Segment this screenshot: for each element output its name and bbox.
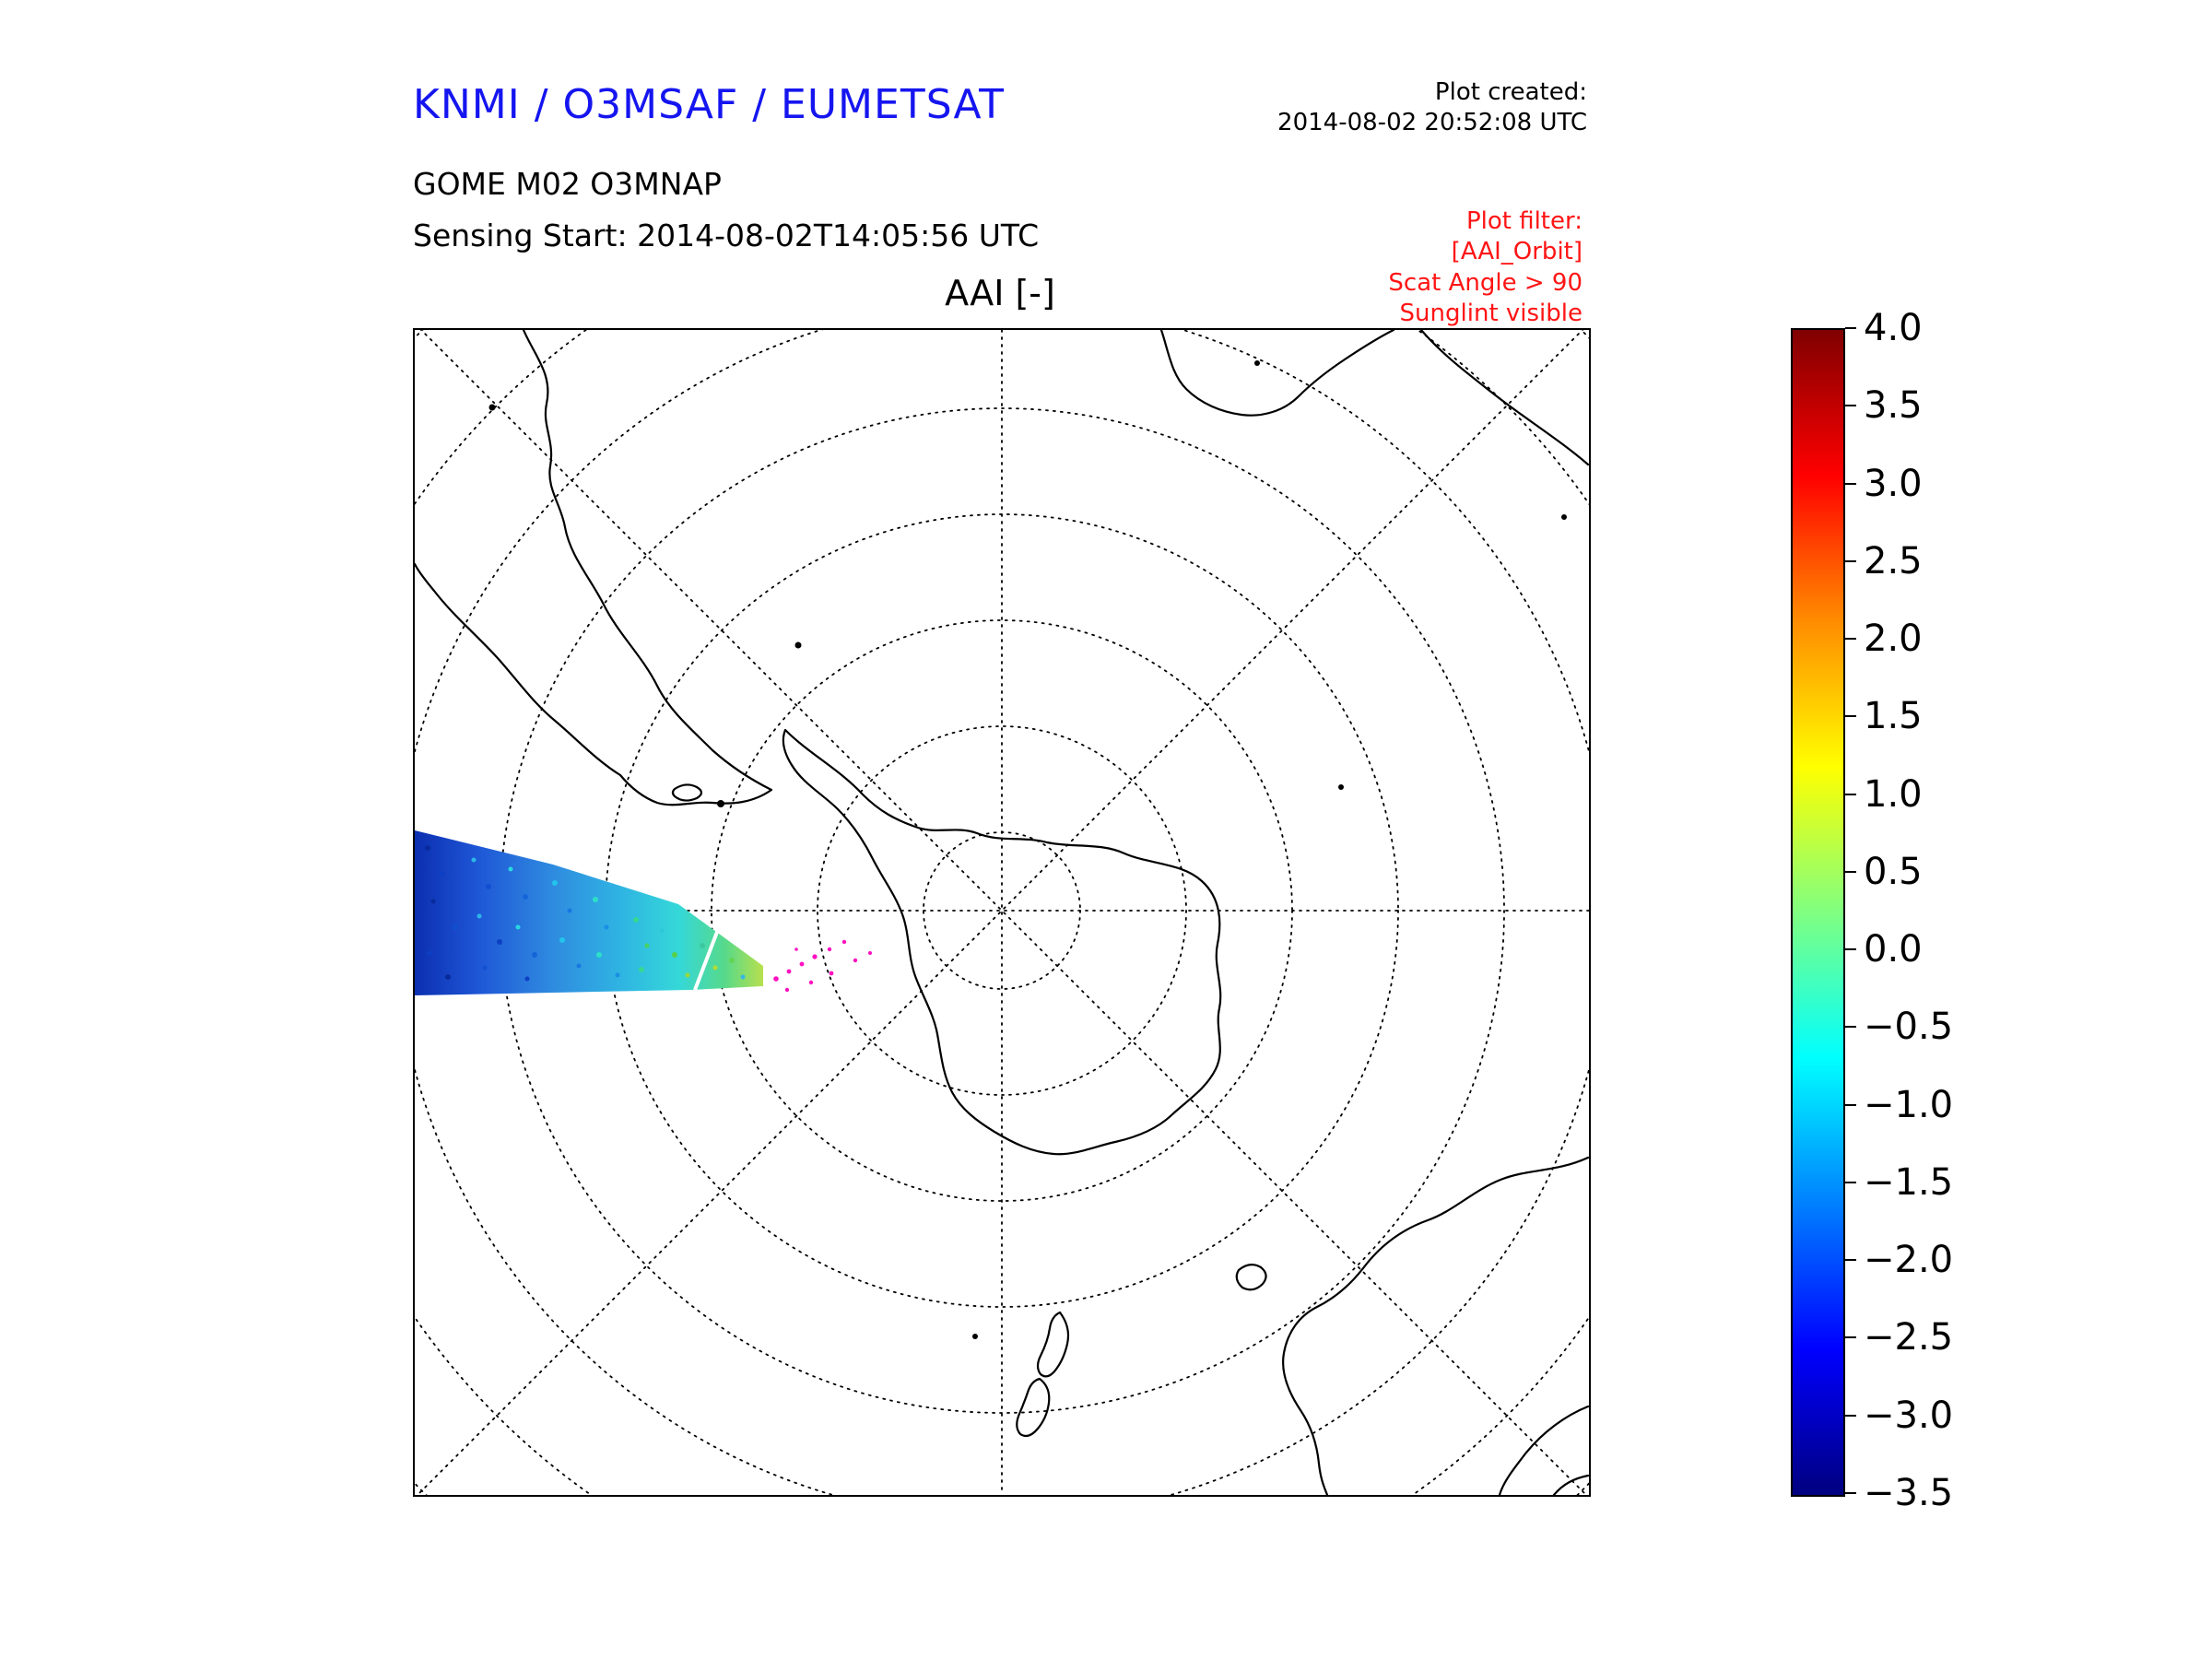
colorbar-tick-label: −3.0 bbox=[1864, 1394, 1954, 1437]
polar-map bbox=[415, 330, 1589, 1495]
plot-created-value: 2014-08-02 20:52:08 UTC bbox=[1277, 108, 1587, 136]
colorbar-tick-label: 2.0 bbox=[1864, 618, 1923, 661]
colorbar-tick-label: −3.5 bbox=[1864, 1472, 1954, 1514]
plot-filter-line: [AAI_Orbit] bbox=[1451, 238, 1583, 266]
colorbar-tick-label: −0.5 bbox=[1864, 1006, 1954, 1049]
colorbar-tick-label: 1.5 bbox=[1864, 695, 1923, 738]
colorbar-tick-mark bbox=[1845, 638, 1856, 641]
instrument-title: GOME M02 O3MNAP bbox=[413, 166, 722, 202]
colorbar-tick-mark bbox=[1845, 1492, 1856, 1494]
colorbar-tick-label: −1.0 bbox=[1864, 1083, 1954, 1126]
island bbox=[671, 783, 703, 802]
colorbar bbox=[1791, 328, 1845, 1497]
top-right-coast bbox=[1159, 330, 1395, 417]
colorbar-tick-mark bbox=[1845, 1181, 1856, 1183]
colorbar-tick-label: −2.5 bbox=[1864, 1316, 1954, 1359]
colorbar-tick-label: −1.5 bbox=[1864, 1160, 1954, 1204]
plot-filter-line: Scat Angle > 90 bbox=[1388, 268, 1583, 297]
flagged-pixels bbox=[773, 939, 872, 993]
antarctica-coast bbox=[782, 728, 1222, 1156]
coastlines bbox=[415, 330, 1589, 1495]
swath-speckles bbox=[425, 845, 746, 982]
map-panel bbox=[413, 328, 1591, 1497]
colorbar-tick-mark bbox=[1845, 405, 1856, 407]
org-title: KNMI / O3MSAF / EUMETSAT bbox=[413, 81, 1005, 128]
colorbar-tick-mark bbox=[1845, 1103, 1856, 1106]
corner-coast bbox=[1552, 1474, 1589, 1495]
south-america-coast bbox=[415, 330, 773, 806]
colorbar-tick-label: 0.5 bbox=[1864, 850, 1923, 893]
bottom-right-coast bbox=[1282, 1156, 1589, 1495]
swath-gap bbox=[693, 926, 721, 991]
plot-created-label: Plot created: bbox=[1434, 78, 1587, 106]
colorbar-tick-mark bbox=[1845, 559, 1856, 562]
new-zealand-north bbox=[1036, 1311, 1070, 1378]
top-right-coast bbox=[1419, 330, 1589, 466]
island bbox=[1235, 1264, 1267, 1291]
colorbar-tick-label: 1.0 bbox=[1864, 772, 1923, 816]
colorbar-tick-mark bbox=[1845, 948, 1856, 951]
sensing-start-label: Sensing Start: 2014-08-02T14:05:56 UTC bbox=[413, 218, 1040, 253]
colorbar-tick-mark bbox=[1845, 793, 1856, 795]
plot-filter-line: Sunglint visible bbox=[1399, 299, 1583, 327]
plot-filter-block: Plot filter: [AAI_Orbit] Scat Angle > 90… bbox=[1388, 206, 1583, 329]
colorbar-tick-mark bbox=[1845, 482, 1856, 485]
new-zealand-south bbox=[1016, 1377, 1051, 1438]
colorbar-tick-mark bbox=[1845, 870, 1856, 873]
small-islands bbox=[488, 360, 1567, 1339]
bottom-right-coast bbox=[1498, 1405, 1589, 1495]
colorbar-tick-label: −2.0 bbox=[1864, 1239, 1954, 1282]
plot-filter-label: Plot filter: bbox=[1465, 207, 1583, 235]
colorbar-tick-label: 3.0 bbox=[1864, 462, 1923, 505]
colorbar-tick-label: 0.0 bbox=[1864, 928, 1923, 971]
colorbar-tick-mark bbox=[1845, 715, 1856, 718]
map-title: AAI [-] bbox=[945, 273, 1055, 313]
colorbar-tick-mark bbox=[1845, 1259, 1856, 1262]
colorbar-tick-mark bbox=[1845, 1026, 1856, 1029]
colorbar-tick-mark bbox=[1845, 1336, 1856, 1339]
colorbar-tick-mark bbox=[1845, 327, 1856, 329]
colorbar-tick-label: 2.5 bbox=[1864, 539, 1923, 582]
colorbar-ticks: 4.0 3.5 3.0 2.5 2.0 1.5 1.0 0.5 0.0 −0.5 −1.0 −1.5 −… bbox=[1845, 310, 2205, 1512]
plot-created-block: Plot created: 2014-08-02 20:52:08 UTC bbox=[1277, 77, 1587, 137]
data-swath bbox=[415, 830, 872, 995]
colorbar-tick-label: 4.0 bbox=[1864, 307, 1923, 349]
colorbar-tick-mark bbox=[1845, 1414, 1856, 1417]
colorbar-tick-label: 3.5 bbox=[1864, 384, 1923, 428]
